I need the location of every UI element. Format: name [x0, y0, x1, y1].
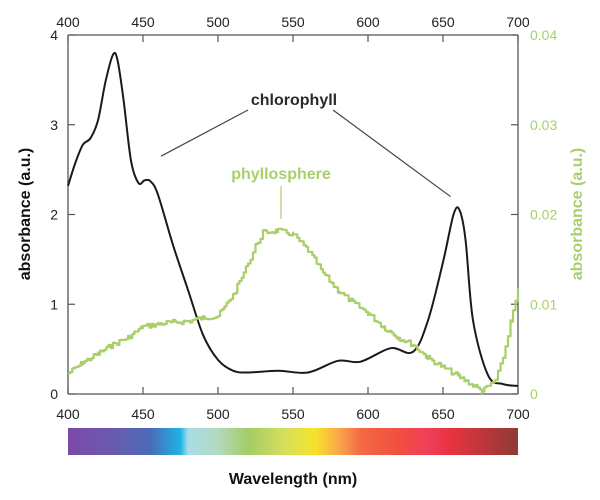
x-tick-label-top: 550	[281, 14, 305, 30]
x-tick-label-bottom: 700	[506, 406, 530, 422]
y-tick-label-right: 0.03	[530, 117, 557, 133]
x-tick-label-top: 500	[206, 14, 230, 30]
y-tick-label-left: 4	[50, 27, 58, 43]
annotation-layer: chlorophyll phyllosphere	[160, 92, 451, 219]
spectrum-bar	[68, 428, 518, 455]
series-layer	[67, 51, 520, 395]
x-axis-title: Wavelength (nm)	[229, 471, 357, 488]
x-tick-label-top: 600	[356, 14, 380, 30]
y-tick-label-left: 3	[50, 117, 58, 133]
y-tick-label-left: 1	[50, 296, 58, 312]
annotation-chlorophyll-leader-right	[332, 109, 451, 198]
annotation-chlorophyll-label: chlorophyll	[251, 92, 337, 109]
x-tick-label-bottom: 400	[56, 406, 80, 422]
axes: 4004004504505005005505506006006506507007…	[50, 14, 557, 422]
x-tick-label-bottom: 650	[431, 406, 455, 422]
y-tick-label-right: 0.04	[530, 27, 557, 43]
x-tick-label-top: 400	[56, 14, 80, 30]
x-tick-label-top: 650	[431, 14, 455, 30]
y-tick-label-left: 0	[50, 386, 58, 402]
x-tick-label-bottom: 500	[206, 406, 230, 422]
y-tick-label-right: 0.02	[530, 207, 557, 223]
spectrum-gradient-bar	[68, 428, 518, 455]
y-axis-title-right: absorbance (a.u.)	[569, 148, 586, 280]
y-tick-label-right: 0.01	[530, 296, 557, 312]
x-tick-label-top: 700	[506, 14, 530, 30]
x-tick-label-bottom: 450	[131, 406, 155, 422]
y-tick-label-right: 0	[530, 386, 538, 402]
series-line-chlorophyll	[67, 51, 519, 387]
x-tick-label-top: 450	[131, 14, 155, 30]
annotation-phyllosphere-label: phyllosphere	[231, 166, 331, 183]
x-tick-label-bottom: 600	[356, 406, 380, 422]
y-tick-label-left: 2	[50, 207, 58, 223]
series-line-phyllosphere	[68, 227, 520, 395]
annotation-chlorophyll-leader-left	[160, 109, 249, 157]
x-tick-label-bottom: 550	[281, 406, 305, 422]
y-axis-title-left: absorbance (a.u.)	[17, 148, 34, 280]
